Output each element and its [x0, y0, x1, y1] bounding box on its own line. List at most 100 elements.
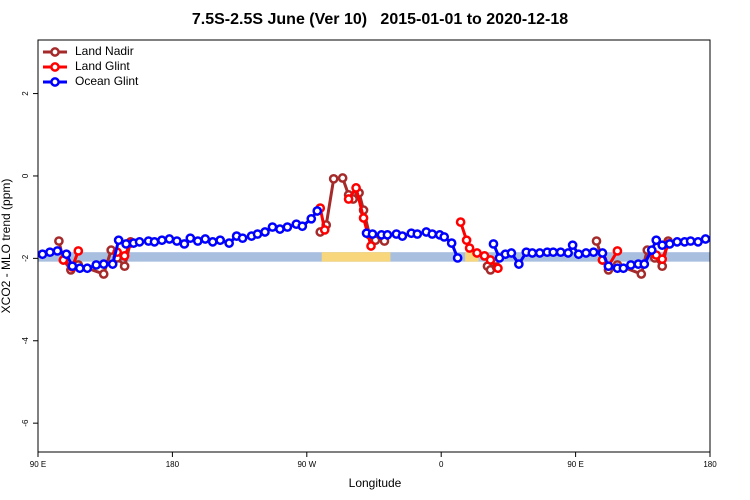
- y-tick-label: -6: [21, 419, 30, 427]
- data-point: [200, 234, 211, 244]
- data-point: [54, 236, 64, 246]
- data-point: [573, 249, 584, 260]
- data-point: [134, 237, 145, 247]
- data-point: [446, 238, 457, 248]
- data-point: [237, 233, 248, 244]
- data-point: [358, 213, 369, 223]
- legend-label: Land Nadir: [75, 44, 134, 58]
- data-point: [397, 231, 408, 241]
- data-point: [412, 229, 423, 239]
- data-point: [612, 246, 623, 256]
- data-point: [224, 238, 234, 248]
- data-point: [455, 217, 466, 227]
- x-axis-label: Longitude: [349, 476, 402, 490]
- data-point: [657, 254, 668, 265]
- data-point: [37, 249, 48, 260]
- y-axis-label: XCO2 - MLO trend (ppm): [0, 179, 13, 314]
- band: [465, 252, 479, 262]
- data-point: [367, 229, 378, 239]
- y-tick-label: -4: [21, 337, 30, 345]
- data-point: [461, 235, 472, 246]
- data-point: [439, 232, 450, 242]
- data-point: [207, 237, 218, 247]
- legend-marker: [50, 77, 60, 87]
- data-point: [382, 230, 393, 240]
- band: [321, 252, 391, 262]
- data-point: [506, 248, 517, 258]
- data-point: [107, 259, 118, 269]
- data-point: [597, 248, 608, 258]
- data-point: [646, 245, 657, 255]
- data-point: [337, 173, 348, 183]
- x-tick-label: 180: [166, 460, 180, 469]
- data-point: [639, 259, 650, 269]
- legend-label: Land Glint: [75, 59, 130, 73]
- data-point: [588, 247, 599, 258]
- y-tick-label: 0: [21, 173, 30, 178]
- data-point: [297, 221, 308, 232]
- data-point: [548, 247, 559, 258]
- data-point: [61, 249, 72, 260]
- data-point: [672, 237, 682, 247]
- data-point: [427, 229, 438, 239]
- data-point: [312, 206, 323, 216]
- data-point: [563, 248, 573, 258]
- legend-marker: [50, 62, 60, 72]
- data-point: [98, 259, 109, 269]
- data-point: [636, 269, 647, 279]
- data-point: [685, 236, 696, 246]
- data-point: [67, 261, 78, 272]
- data-point: [82, 263, 93, 274]
- data-point: [119, 261, 130, 272]
- legend-marker: [50, 47, 60, 57]
- x-tick-label: 0: [439, 460, 444, 469]
- data-point: [351, 183, 361, 193]
- data-point: [603, 261, 614, 272]
- data-point: [260, 227, 270, 237]
- data-point: [618, 263, 629, 274]
- x-tick-label: 180: [703, 460, 717, 469]
- data-point: [179, 239, 190, 249]
- legend-label: Ocean Glint: [75, 74, 139, 88]
- data-point: [275, 224, 285, 234]
- data-point: [472, 248, 482, 258]
- data-point: [319, 225, 330, 235]
- plot-frame: [37, 39, 711, 453]
- data-point: [555, 247, 566, 258]
- data-point: [267, 222, 278, 232]
- data-point: [366, 241, 376, 251]
- data-point: [700, 234, 711, 244]
- data-point: [534, 248, 545, 258]
- data-point: [567, 240, 578, 251]
- data-point: [591, 236, 602, 246]
- data-point: [493, 263, 503, 274]
- y-tick-label: -2: [21, 254, 30, 262]
- data-point: [464, 243, 475, 253]
- data-point: [664, 239, 675, 249]
- data-point: [52, 246, 63, 256]
- data-point: [215, 235, 226, 246]
- data-point: [149, 237, 160, 247]
- data-point: [343, 194, 354, 204]
- data-point: [157, 235, 167, 246]
- data-point: [172, 236, 182, 246]
- data-point: [657, 240, 668, 251]
- data-point: [98, 269, 109, 279]
- data-point: [282, 222, 293, 232]
- data-point: [626, 260, 636, 270]
- data-point: [452, 253, 463, 263]
- data-point: [45, 247, 55, 258]
- data-point: [119, 251, 130, 261]
- data-point: [485, 255, 496, 265]
- data-point: [192, 236, 203, 246]
- data-point: [74, 263, 85, 274]
- data-point: [328, 173, 339, 184]
- chart-title: 7.5S-2.5S June (Ver 10) 2015-01-01 to 20…: [192, 11, 568, 28]
- y-tick-label: 2: [21, 91, 30, 96]
- data-point: [252, 229, 263, 239]
- plot-area: [37, 173, 711, 279]
- data-point: [91, 260, 102, 270]
- x-tick-label: 90 W: [297, 460, 316, 469]
- data-point: [581, 248, 591, 258]
